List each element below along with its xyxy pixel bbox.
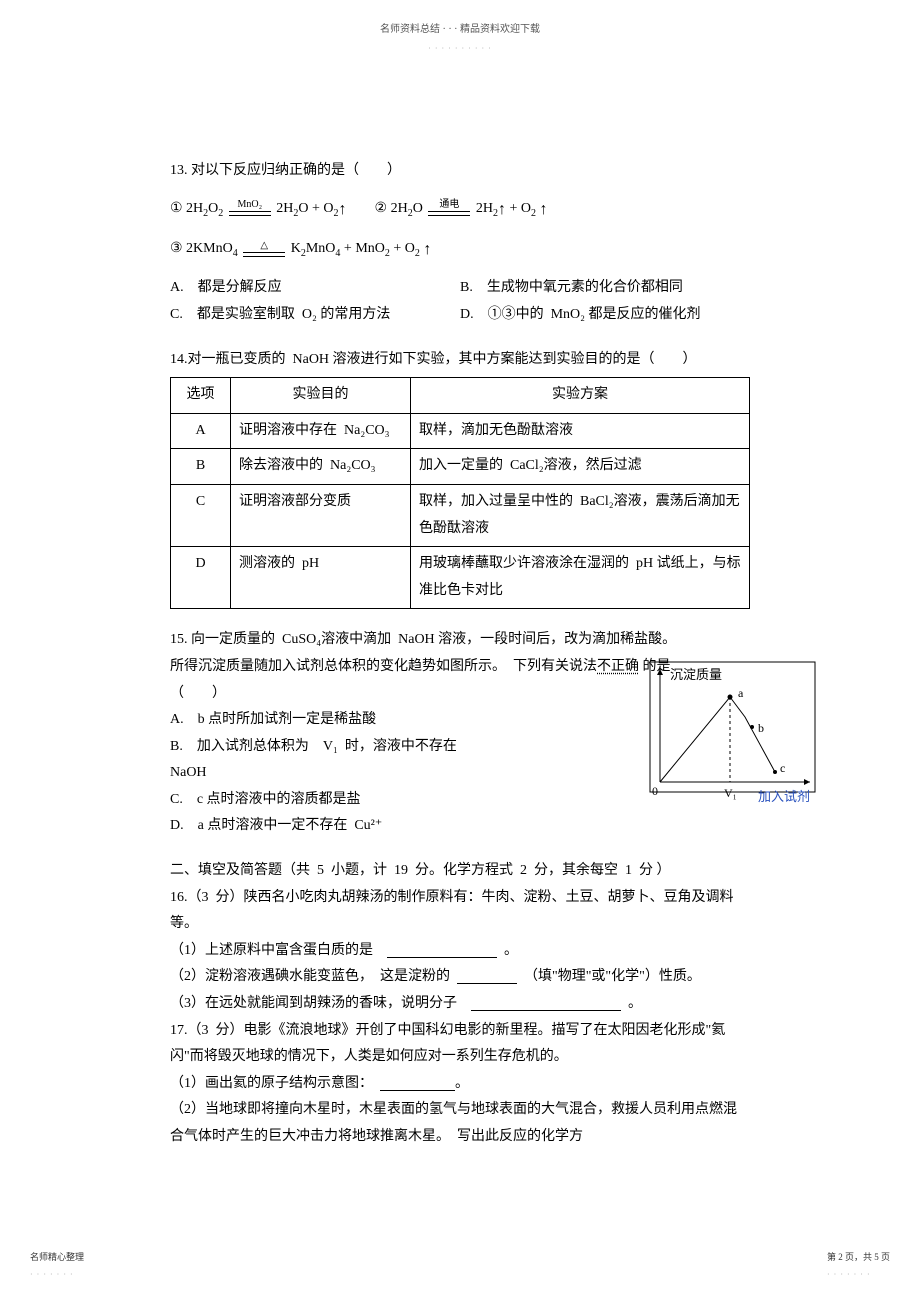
q13-optD: D. ①③中的 MnO₂ 都是反应的催化剂	[460, 302, 750, 329]
q16-head: 16.（3 分）陕西名小吃肉丸胡辣汤的制作原料有：牛肉、淀粉、土豆、胡萝卜、豆角…	[170, 885, 750, 938]
q17-head: 17.（3 分）电影《流浪地球》开创了中国科幻电影的新里程。描写了在太阳因老化形…	[170, 1018, 750, 1071]
q14-rowB-k: B	[171, 449, 231, 485]
graph-pt-b: b	[758, 721, 764, 735]
q14-rowB-p: 除去溶液中的 Na₂CO₃	[231, 449, 411, 485]
table-row: D 测溶液的 pH 用玻璃棒蘸取少许溶液涂在湿润的 pH 试纸上，与标准比色卡对…	[171, 547, 750, 609]
graph-v1: V₁	[724, 786, 737, 800]
q15-optB-cont: NaOH	[170, 760, 510, 787]
q16-1: （1）上述原料中富含蛋白质的是 。	[170, 938, 750, 965]
q14-th3: 实验方案	[411, 378, 750, 414]
q13-optA: A. 都是分解反应	[170, 275, 460, 302]
q15-graph: 沉淀质量 a b c 0 V₁ 加入试剂	[630, 657, 820, 807]
q14-th2: 实验目的	[231, 378, 411, 414]
question-13: 13. 对以下反应归纳正确的是（ ） ① 2H2O2 MnO₂ 2H2O + O…	[170, 158, 750, 329]
footer-right: 第 2 页，共 5 页· · · · · · ·	[827, 1249, 890, 1283]
q14-table: 选项 实验目的 实验方案 A 证明溶液中存在 Na₂CO₃ 取样，滴加无色酚酞溶…	[170, 377, 750, 609]
q14-rowC-k: C	[171, 484, 231, 546]
q13-eq1-left: ① 2H2O2	[170, 201, 223, 216]
q13-optB: B. 生成物中氧元素的化合价都相同	[460, 275, 750, 302]
q14-th1: 选项	[171, 378, 231, 414]
q15-optB: B. 加入试剂总体积为 V₁ 时，溶液中不存在	[170, 734, 510, 761]
blank	[387, 944, 497, 958]
q13-eq-row2: ③ 2KMnO4 △ K2MnO4 + MnO2 + O2 ↑	[170, 235, 750, 265]
blank	[380, 1077, 455, 1091]
q15-optA: A. b 点时所加试剂一定是稀盐酸	[170, 707, 510, 734]
q13-optC: C. 都是实验室制取 O₂ 的常用方法	[170, 302, 460, 329]
question-14: 14.对一瓶已变质的 NaOH 溶液进行如下实验，其中方案能达到实验目的的是（ …	[170, 347, 750, 610]
q15-paren: （ ）	[170, 681, 510, 708]
blank	[471, 997, 621, 1011]
q13-stem: 13. 对以下反应归纳正确的是（ ）	[170, 158, 750, 185]
q17-1: （1）画出氦的原子结构示意图： 。	[170, 1071, 750, 1098]
q14-rowA-k: A	[171, 413, 231, 449]
q13-eq3-arrow: △	[243, 241, 285, 257]
table-row: B 除去溶液中的 Na₂CO₃ 加入一定量的 CaCl₂溶液，然后过滤	[171, 449, 750, 485]
graph-pt-a: a	[738, 686, 744, 700]
q15-optC: C. c 点时溶液中的溶质都是盐	[170, 787, 510, 814]
q14-rowA-m: 取样，滴加无色酚酞溶液	[411, 413, 750, 449]
question-15: 15. 向一定质量的 CuSO₄溶液中滴加 NaOH 溶液，一段时间后，改为滴加…	[170, 627, 750, 840]
q13-eq-row1: ① 2H2O2 MnO₂ 2H2O + O2↑ ② 2H2O 通电 2H2↑ +…	[170, 195, 750, 225]
q17-2: （2）当地球即将撞向木星时，木星表面的氢气与地球表面的大气混合，救援人员利用点燃…	[170, 1097, 750, 1150]
graph-pt-c: c	[780, 761, 785, 775]
table-row: A 证明溶液中存在 Na₂CO₃ 取样，滴加无色酚酞溶液	[171, 413, 750, 449]
section2-head: 二、填空及简答题（共 5 小题，计 19 分。化学方程式 2 分，其余每空 1 …	[170, 858, 750, 885]
q13-eq2-arrow: 通电	[428, 200, 470, 216]
header-dots: · · · · · · · · · ·	[428, 44, 492, 53]
q14-rowD-k: D	[171, 547, 231, 609]
q14-stem: 14.对一瓶已变质的 NaOH 溶液进行如下实验，其中方案能达到实验目的的是（ …	[170, 347, 750, 374]
graph-ylabel: 沉淀质量	[670, 667, 722, 682]
page-header: 名师资料总结 · · · 精品资料欢迎下载 · · · · · · · · · …	[170, 20, 750, 58]
q14-rowC-m: 取样，加入过量呈中性的 BaCl₂溶液，震荡后滴加无色酚酞溶液	[411, 484, 750, 546]
q16-2: （2）淀粉溶液遇碘水能变蓝色， 这是淀粉的 （填"物理"或"化学"）性质。	[170, 964, 750, 991]
q13-eq2-right: 2H2↑ + O2 ↑	[476, 201, 548, 216]
header-title: 名师资料总结 · · · 精品资料欢迎下载	[380, 24, 540, 35]
q13-options: A. 都是分解反应 B. 生成物中氧元素的化合价都相同 C. 都是实验室制取 O…	[170, 275, 750, 328]
q13-eq3-left: ③ 2KMnO4	[170, 241, 238, 256]
q13-eq1-arrow: MnO₂	[229, 200, 271, 216]
q15-optD: D. a 点时溶液中一定不存在 Cu²⁺	[170, 813, 510, 840]
q14-rowD-m: 用玻璃棒蘸取少许溶液涂在湿润的 pH 试纸上，与标准比色卡对比	[411, 547, 750, 609]
blank	[457, 970, 517, 984]
q14-rowD-p: 测溶液的 pH	[231, 547, 411, 609]
q15-line1: 15. 向一定质量的 CuSO₄溶液中滴加 NaOH 溶液，一段时间后，改为滴加…	[170, 627, 750, 654]
section-2: 二、填空及简答题（共 5 小题，计 19 分。化学方程式 2 分，其余每空 1 …	[170, 858, 750, 1151]
q13-eq1-right: 2H2O + O2↑	[276, 201, 346, 216]
q14-rowB-m: 加入一定量的 CaCl₂溶液，然后过滤	[411, 449, 750, 485]
graph-xlabel: 加入试剂	[758, 789, 810, 804]
footer-left: 名师精心整理· · · · · · ·	[30, 1249, 84, 1283]
table-row: 选项 实验目的 实验方案	[171, 378, 750, 414]
q13-eq3-right: K2MnO4 + MnO2 + O2 ↑	[291, 241, 432, 256]
graph-origin: 0	[652, 784, 658, 798]
q14-rowC-p: 证明溶液部分变质	[231, 484, 411, 546]
table-row: C 证明溶液部分变质 取样，加入过量呈中性的 BaCl₂溶液，震荡后滴加无色酚酞…	[171, 484, 750, 546]
q13-eq2-left: ② 2H2O	[375, 201, 423, 216]
q14-rowA-p: 证明溶液中存在 Na₂CO₃	[231, 413, 411, 449]
q16-3: （3）在远处就能闻到胡辣汤的香味，说明分子 。	[170, 991, 750, 1018]
